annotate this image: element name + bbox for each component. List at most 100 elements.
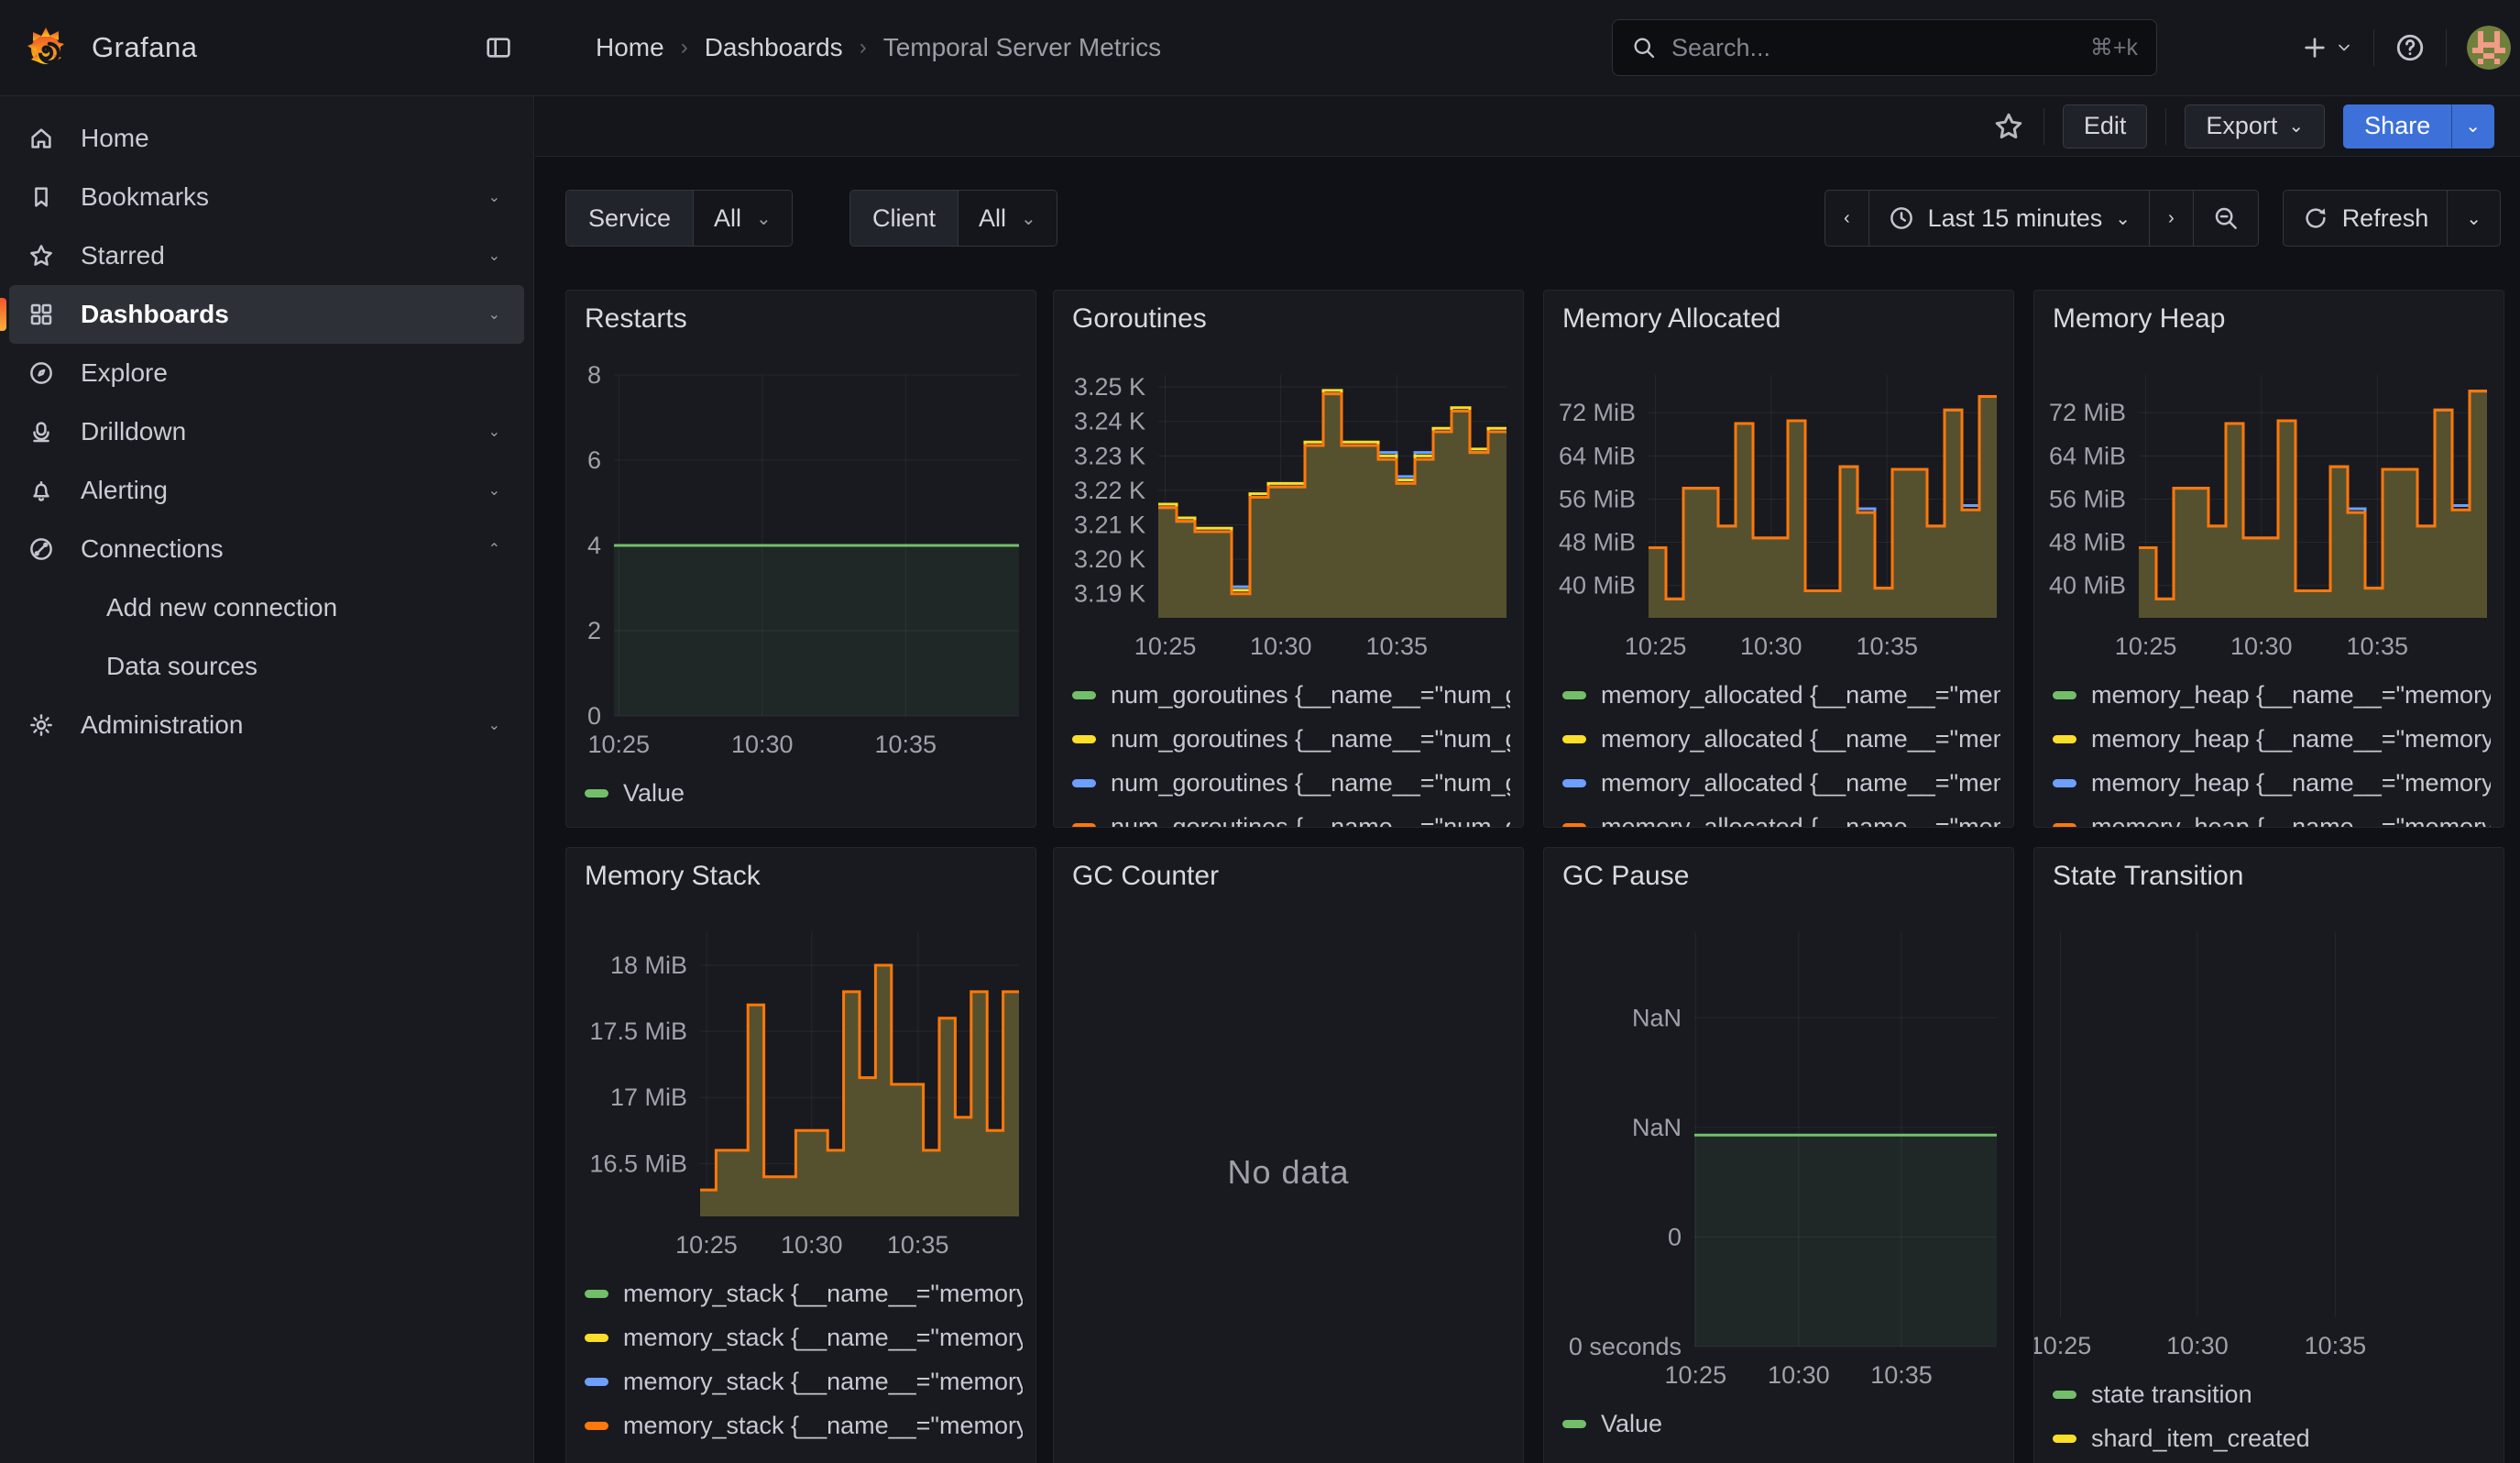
legend-item[interactable]: memory_heap {__name__="memory_h [2053, 673, 2491, 717]
svg-text:10:25: 10:25 [1625, 632, 1687, 660]
legend-item[interactable]: Value [1562, 1402, 2000, 1446]
svg-text:48 MiB: 48 MiB [2049, 529, 2126, 556]
mega-menu-toggle-icon[interactable] [484, 33, 513, 62]
user-avatar[interactable] [2467, 26, 2511, 70]
legend-item[interactable]: memory_allocated {__name__="memo [1562, 761, 2000, 805]
legend-item[interactable]: state transition [2053, 1372, 2491, 1416]
svg-text:48 MiB: 48 MiB [1559, 529, 1636, 556]
legend-item[interactable]: num_goroutines {__name__="num_go [1072, 805, 1510, 828]
legend-item[interactable]: memory_heap {__name__="memory_h [2053, 761, 2491, 805]
divider [2043, 108, 2044, 145]
panel-title[interactable]: Memory Allocated [1562, 303, 1780, 335]
chevron-down-icon: ⌄ [488, 305, 500, 324]
svg-text:17.5 MiB: 17.5 MiB [589, 1018, 687, 1045]
sidebar-item-administration[interactable]: Administration ⌄ [9, 696, 524, 754]
panel-title[interactable]: State Transition [2053, 861, 2243, 892]
legend: memory_heap {__name__="memory_hmemory_he… [2053, 673, 2491, 828]
legend-item[interactable]: memory_heap {__name__="memory_h [2053, 717, 2491, 761]
app-title: Grafana [92, 31, 198, 64]
legend-series-marker [1562, 779, 1586, 787]
legend-series-label: memory_heap {__name__="memory_h [2091, 813, 2491, 829]
legend-item[interactable]: num_goroutines {__name__="num_go [1072, 717, 1510, 761]
chevron-down-icon: ⌄ [488, 481, 500, 500]
service-filter-value[interactable]: All ⌄ [694, 191, 792, 246]
legend-item[interactable]: num_goroutines {__name__="num_go [1072, 673, 1510, 717]
sidebar-item-add-new-connection[interactable]: Add new connection [9, 578, 524, 637]
panel-title[interactable]: Restarts [585, 303, 687, 335]
share-menu-button[interactable]: ⌄ [2451, 104, 2494, 148]
legend-item[interactable]: Value [585, 771, 1023, 815]
legend-series-marker [2053, 691, 2076, 699]
refresh-interval-button[interactable]: ⌄ [2448, 191, 2500, 246]
legend-item[interactable]: memory_stack {__name__="memory_s [585, 1403, 1023, 1447]
legend-item[interactable]: memory_allocated {__name__="memo [1562, 717, 2000, 761]
svg-text:16.5 MiB: 16.5 MiB [589, 1150, 687, 1177]
legend-series-label: num_goroutines {__name__="num_go [1111, 769, 1510, 798]
chevron-down-icon: ⌄ [2288, 115, 2304, 138]
divider [2373, 29, 2374, 66]
favorite-star-icon[interactable] [1992, 110, 2025, 143]
add-new-button[interactable] [2300, 33, 2353, 62]
breadcrumb-home[interactable]: Home [596, 33, 664, 62]
legend-item[interactable]: shard_item_created [2053, 1416, 2491, 1460]
legend-item[interactable]: memory_stack {__name__="memory_s [585, 1271, 1023, 1315]
plus-icon [2300, 33, 2329, 62]
sidebar-item-bookmarks[interactable]: Bookmarks ⌄ [9, 168, 524, 226]
svg-text:3.23 K: 3.23 K [1074, 442, 1145, 469]
service-filter: Service All ⌄ [565, 190, 793, 247]
edit-button[interactable]: Edit [2063, 104, 2148, 148]
svg-text:64 MiB: 64 MiB [2049, 442, 2126, 469]
legend: memory_stack {__name__="memory_smemory_s… [585, 1271, 1023, 1447]
grafana-logo-icon[interactable] [24, 26, 68, 70]
time-shift-forward-button[interactable]: › [2150, 191, 2194, 246]
breadcrumb-dashboards[interactable]: Dashboards [705, 33, 843, 62]
no-data-message: No data [1054, 848, 1523, 1463]
zoom-out-button[interactable] [2194, 191, 2258, 246]
legend-series-label: memory_stack {__name__="memory_s [623, 1368, 1023, 1396]
sidebar-item-starred[interactable]: Starred ⌄ [9, 226, 524, 285]
legend-item[interactable]: memory_allocated {__name__="memo [1562, 805, 2000, 828]
active-indicator [0, 298, 6, 331]
panel-title[interactable]: Memory Heap [2053, 303, 2225, 335]
legend-item[interactable]: memory_heap {__name__="memory_h [2053, 805, 2491, 828]
sidebar-item-alerting[interactable]: Alerting ⌄ [9, 461, 524, 520]
legend-item[interactable]: memory_allocated {__name__="memo [1562, 673, 2000, 717]
legend-series-marker [585, 1334, 608, 1342]
time-range-picker[interactable]: Last 15 minutes ⌄ [1869, 191, 2150, 246]
clock-icon [1888, 204, 1915, 232]
legend-series-marker [1072, 823, 1096, 829]
svg-text:4: 4 [587, 532, 601, 559]
legend-series-label: state transition [2091, 1380, 2252, 1409]
drilldown-icon [27, 418, 55, 446]
help-button[interactable] [2394, 32, 2426, 63]
panel-title[interactable]: Memory Stack [585, 861, 761, 892]
question-circle-icon [2394, 32, 2426, 63]
sidebar-item-connections[interactable]: Connections ⌃ [9, 520, 524, 578]
client-filter-value[interactable]: All ⌄ [959, 191, 1057, 246]
legend-item[interactable]: num_goroutines {__name__="num_go [1072, 761, 1510, 805]
time-shift-back-button[interactable]: ‹ [1825, 191, 1869, 246]
sidebar-item-home[interactable]: Home [9, 109, 524, 168]
export-button[interactable]: Export ⌄ [2185, 104, 2325, 148]
search-input[interactable] [1670, 33, 2077, 63]
goroutines-chart: 3.25 K3.24 K3.23 K3.22 K3.21 K3.20 K3.19… [1067, 369, 1510, 828]
refresh-button[interactable]: Refresh [2284, 191, 2449, 246]
panel-title[interactable]: GC Pause [1562, 861, 1689, 892]
legend-item[interactable]: memory_stack {__name__="memory_s [585, 1315, 1023, 1359]
sidebar-item-explore[interactable]: Explore [9, 344, 524, 402]
legend-series-label: memory_stack {__name__="memory_s [623, 1412, 1023, 1440]
search-box[interactable]: ⌘+k [1612, 19, 2157, 76]
legend-item[interactable]: memory_stack {__name__="memory_s [585, 1359, 1023, 1403]
sidebar-item-drilldown[interactable]: Drilldown ⌄ [9, 402, 524, 461]
chevron-up-icon: ⌃ [488, 540, 500, 558]
legend-series-label: memory_heap {__name__="memory_h [2091, 769, 2491, 798]
svg-text:10:30: 10:30 [1740, 632, 1802, 660]
share-button[interactable]: Share [2343, 104, 2451, 148]
home-icon [27, 125, 55, 152]
svg-text:56 MiB: 56 MiB [2049, 485, 2126, 512]
sidebar-item-data-sources[interactable]: Data sources [9, 637, 524, 696]
chevron-down-icon [2335, 38, 2353, 57]
panel-title[interactable]: Goroutines [1072, 303, 1207, 335]
legend: Value [1562, 1402, 2000, 1446]
sidebar-item-dashboards[interactable]: Dashboards ⌄ [9, 285, 524, 344]
